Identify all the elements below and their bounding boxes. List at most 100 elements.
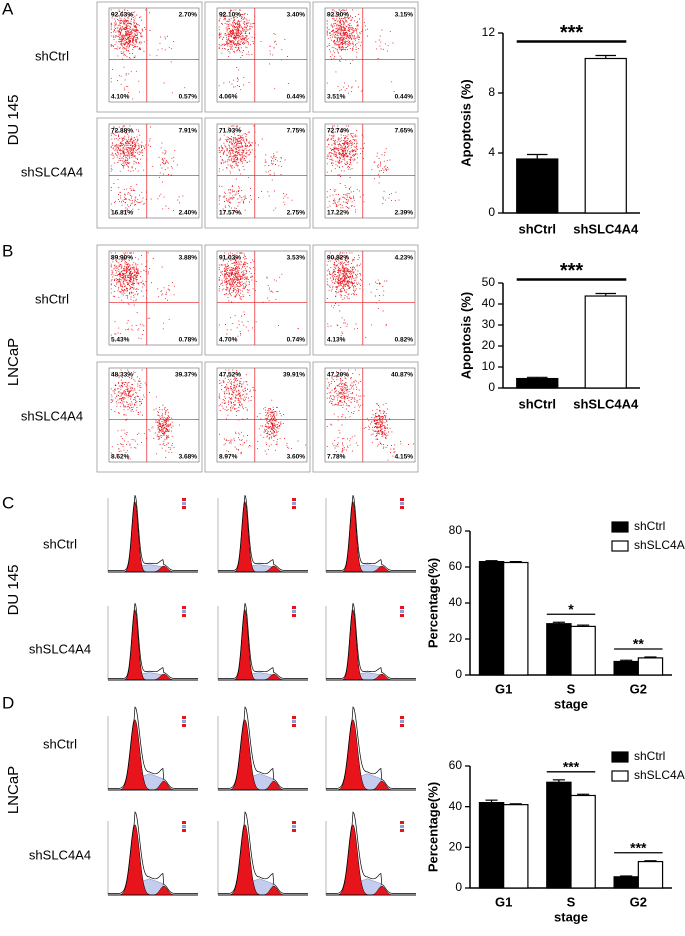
hist-g2-peak [218, 885, 308, 896]
quadrant-percent: 3.68% [179, 454, 198, 461]
y-tick-label: 30 [482, 317, 496, 331]
significance-label: *** [560, 260, 584, 282]
hist-legend-key [182, 498, 186, 501]
flow-plot-area [216, 367, 308, 463]
legend-key [611, 540, 629, 552]
flow-plot-area [324, 123, 416, 219]
hist-g1-peak [108, 608, 198, 681]
hist-s-phase [218, 564, 308, 573]
y-tick-label: 40 [449, 799, 463, 813]
bar [546, 623, 572, 676]
hist-g2-peak [326, 565, 416, 573]
hist-legend-key [292, 829, 296, 832]
quadrant-percent: 7.91% [179, 128, 198, 135]
bar [570, 794, 596, 889]
flow-plot-area [216, 123, 308, 219]
quadrant-percent: 92.10% [219, 12, 241, 19]
hist-legend-key [400, 610, 404, 613]
flow-plot-area [108, 7, 200, 103]
row-label: shCtrl [35, 291, 69, 306]
hist-legend-key [292, 498, 296, 501]
y-tick-label: 0 [455, 880, 462, 894]
hist-s-phase [108, 564, 198, 573]
flow-events [326, 125, 400, 214]
flow-events [326, 252, 388, 342]
hist-s-phase [218, 672, 308, 681]
flow-events [218, 9, 289, 94]
hist-legend-key [182, 502, 186, 505]
hist-fit-line [326, 495, 416, 571]
quadrant-percent: 0.74% [287, 337, 306, 344]
hist-legend-key [292, 614, 296, 617]
quadrant-percent: 2.75% [287, 210, 306, 217]
legend-key [611, 770, 629, 782]
hist-legend-key [292, 506, 296, 509]
panel-label: C [2, 493, 14, 512]
hist-legend-key [292, 720, 296, 723]
hist-g2-peak [108, 565, 198, 573]
quadrant-percent: 47.20% [327, 372, 349, 379]
hist-legend-key [292, 502, 296, 505]
quadrant-percent: 4.23% [395, 255, 414, 262]
hist-legend-key [182, 821, 186, 824]
hist-legend-key [292, 825, 296, 828]
flow-plot-frame [204, 244, 311, 356]
bar [637, 860, 664, 889]
bar [637, 657, 664, 676]
bar [516, 158, 559, 214]
hist-g2-peak [326, 673, 416, 681]
quadrant-percent: 7.78% [327, 454, 346, 461]
row-label: shSLC4A4 [21, 164, 83, 179]
flow-plot-frame [204, 1, 311, 113]
legend-key [611, 521, 629, 533]
significance-label: *** [560, 22, 584, 44]
y-axis-label: Apoptosis (%) [458, 292, 473, 379]
y-tick-label: 60 [449, 559, 463, 573]
quadrant-percent: 4.13% [327, 337, 346, 344]
hist-legend-key [400, 821, 404, 824]
cell-line-label: DU 145 [5, 565, 22, 616]
flow-events [110, 252, 175, 340]
flow-events [326, 369, 415, 461]
hist-legend-key [400, 506, 404, 509]
hist-legend-key [182, 610, 186, 613]
quadrant-percent: 3.15% [395, 12, 414, 19]
hist-legend-key [182, 606, 186, 609]
y-axis-label: Percentage(%) [425, 782, 440, 872]
hist-s-phase [326, 672, 416, 681]
hist-legend-key [182, 614, 186, 617]
panel-label: D [2, 693, 14, 712]
hist-fit-line [326, 811, 416, 894]
quadrant-percent: 16.81% [111, 210, 133, 217]
cell-line-label: DU 145 [5, 95, 22, 146]
quadrant-percent: 4.06% [219, 94, 238, 101]
hist-g1-peak [326, 608, 416, 681]
quadrant-percent: 39.91% [283, 372, 305, 379]
quadrant-percent: 2.70% [179, 12, 198, 19]
quadrant-percent: 39.37% [175, 372, 197, 379]
significance-label: * [568, 601, 574, 617]
hist-g1-peak [218, 500, 308, 573]
bar [546, 781, 572, 889]
hist-g2-peak [218, 565, 308, 573]
hist-g2-peak [108, 885, 198, 896]
hist-fit-line [108, 811, 198, 894]
quadrant-percent: 7.75% [287, 128, 306, 135]
y-tick-label: 80 [449, 523, 463, 537]
x-axis-label: stage [554, 909, 588, 924]
bar [478, 560, 505, 676]
hist-legend-key [182, 825, 186, 828]
bar [570, 625, 596, 676]
hist-fit-line [218, 811, 308, 894]
flow-plot-frame [204, 361, 311, 473]
flow-plot-frame [96, 244, 203, 356]
hist-fit-line [218, 706, 308, 789]
hist-legend-key [182, 829, 186, 832]
y-tick-label: 12 [482, 25, 496, 39]
hist-legend-key [400, 724, 404, 727]
y-tick-label: 60 [449, 758, 463, 772]
hist-legend-key [292, 724, 296, 727]
quadrant-percent: 4.10% [111, 94, 130, 101]
legend-label: shCtrl [634, 519, 665, 533]
quadrant-percent: 4.15% [395, 454, 414, 461]
